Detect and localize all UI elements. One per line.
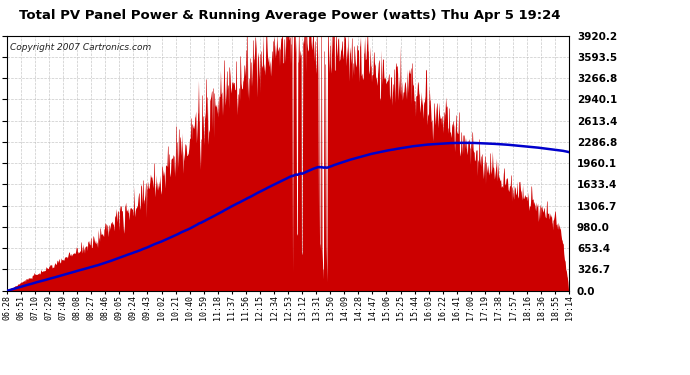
Text: Copyright 2007 Cartronics.com: Copyright 2007 Cartronics.com xyxy=(10,43,151,52)
Text: Total PV Panel Power & Running Average Power (watts) Thu Apr 5 19:24: Total PV Panel Power & Running Average P… xyxy=(19,9,560,22)
